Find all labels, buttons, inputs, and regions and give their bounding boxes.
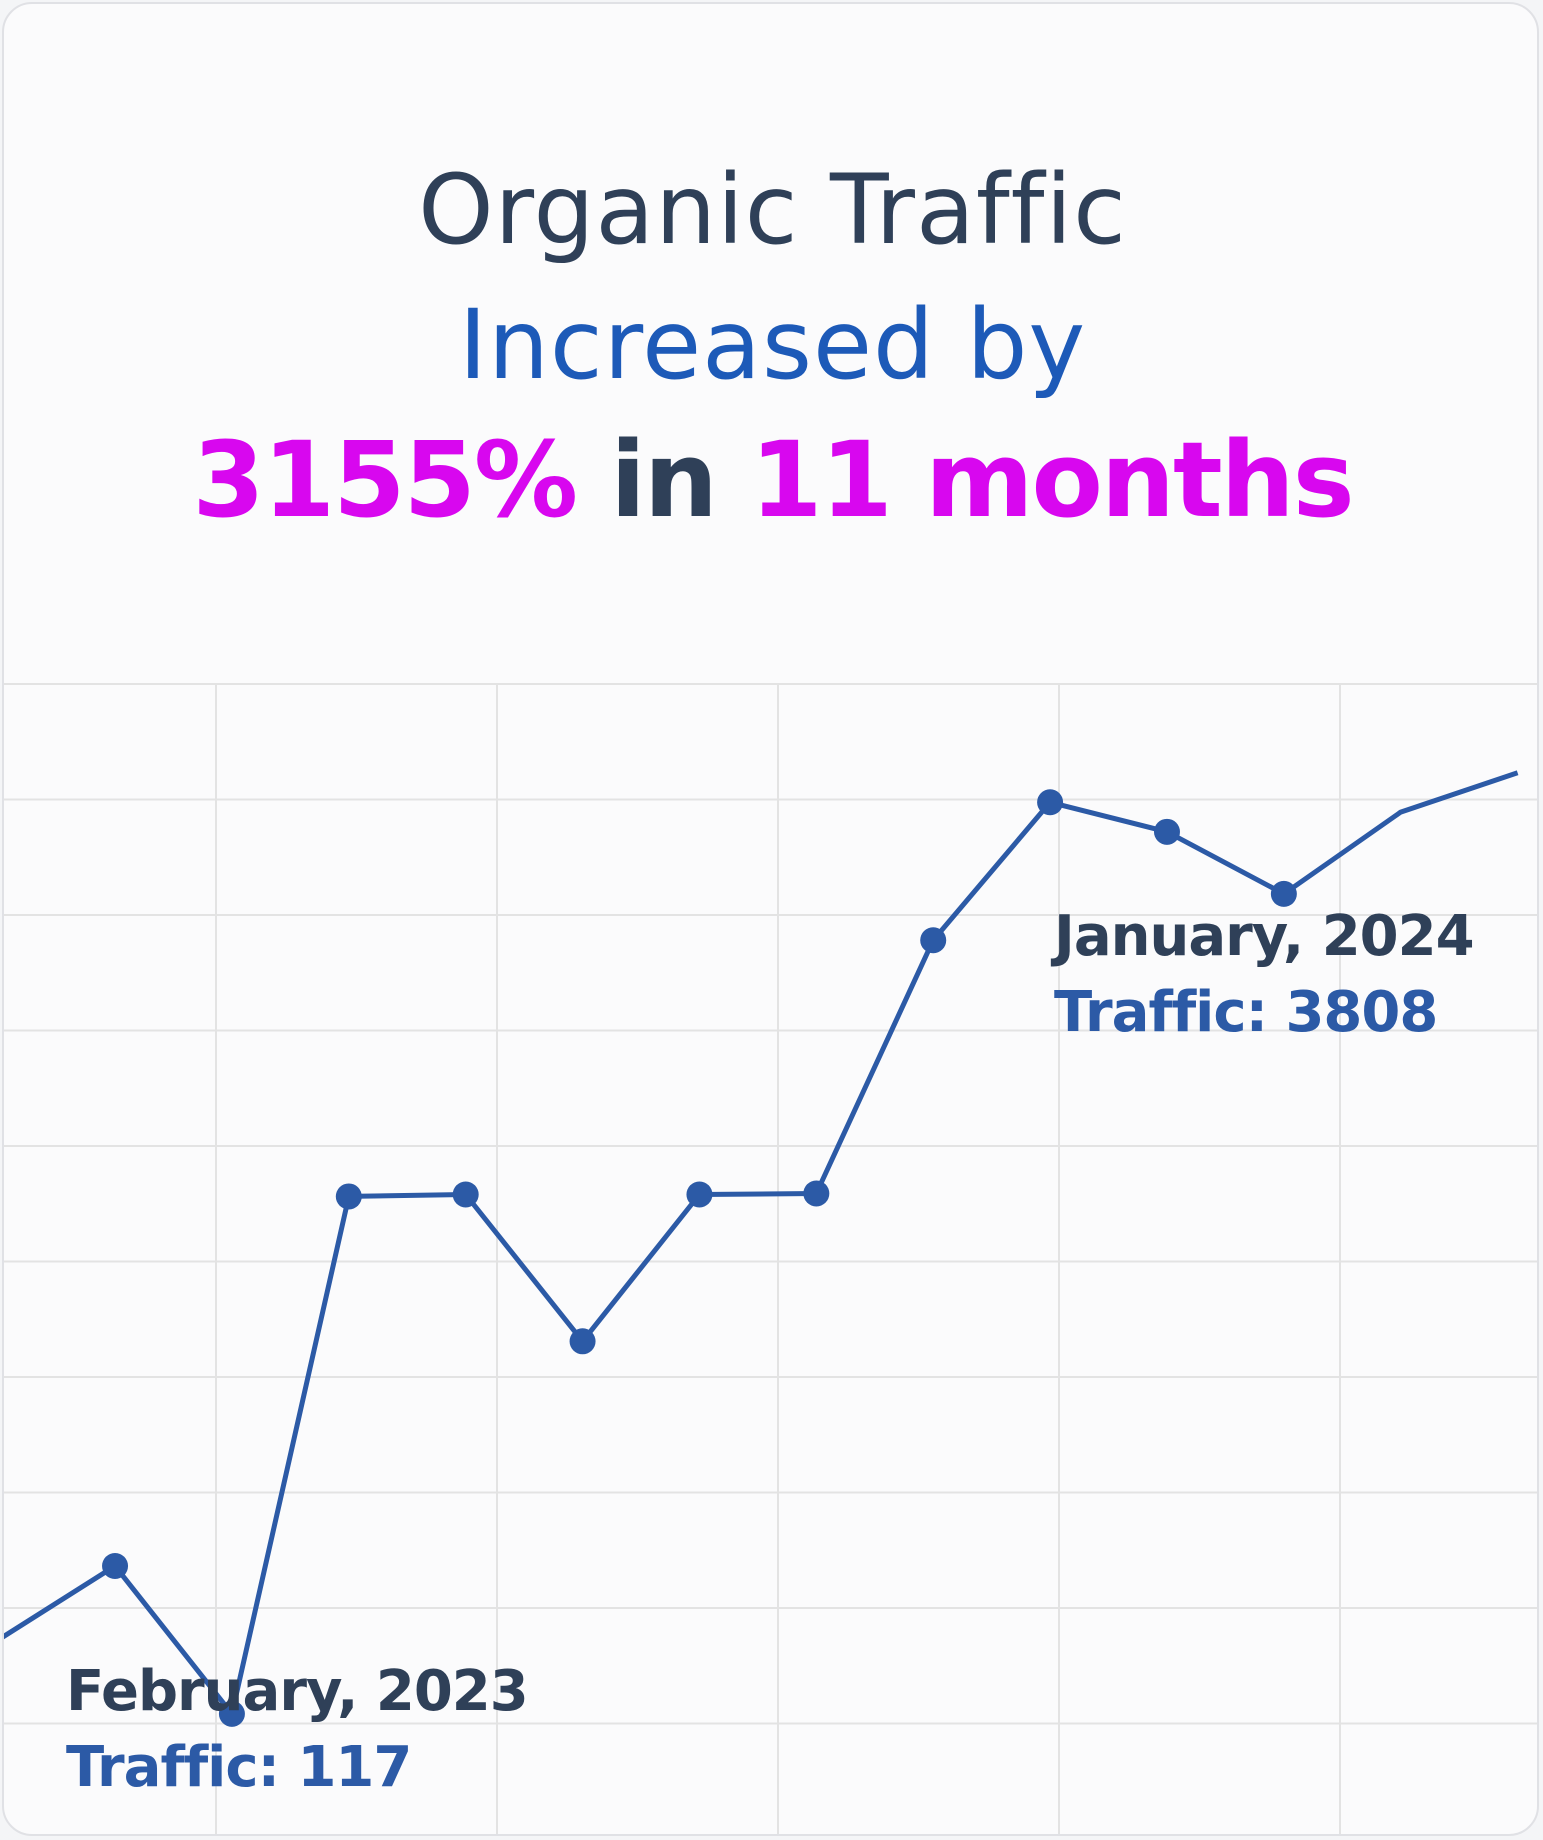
data-point bbox=[452, 1181, 479, 1208]
end-traffic-label: Traffic: 3808 bbox=[1054, 980, 1438, 1045]
data-point bbox=[1153, 818, 1180, 845]
data-point bbox=[335, 1183, 362, 1210]
start-annotation: February, 2023 Traffic: 117 bbox=[66, 1654, 529, 1806]
data-point bbox=[102, 1552, 129, 1579]
end-date-label: January, 2024 bbox=[1054, 904, 1475, 969]
data-point bbox=[686, 1181, 713, 1208]
data-point bbox=[1037, 789, 1064, 816]
traffic-line-chart bbox=[4, 683, 1537, 1834]
start-date-label: February, 2023 bbox=[66, 1659, 529, 1724]
data-point bbox=[920, 927, 947, 954]
data-point bbox=[803, 1180, 830, 1207]
start-traffic-label: Traffic: 117 bbox=[66, 1735, 412, 1800]
growth-percent: 3155% bbox=[192, 419, 578, 541]
data-point bbox=[218, 1700, 245, 1727]
chart-grid bbox=[4, 683, 1537, 1834]
growth-period: 11 months bbox=[750, 419, 1354, 541]
traffic-data-points bbox=[102, 789, 1297, 1727]
headline-line-1: Organic Traffic bbox=[418, 154, 1127, 266]
headline-line-3: 3155% in 11 months bbox=[4, 419, 1537, 541]
end-annotation: January, 2024 Traffic: 3808 bbox=[1054, 899, 1475, 1051]
data-point bbox=[1270, 880, 1297, 907]
headline-line-2: Increased by bbox=[458, 289, 1087, 401]
data-point bbox=[569, 1328, 596, 1355]
traffic-series-line bbox=[4, 770, 1519, 1717]
headline-connector: in bbox=[576, 419, 751, 541]
